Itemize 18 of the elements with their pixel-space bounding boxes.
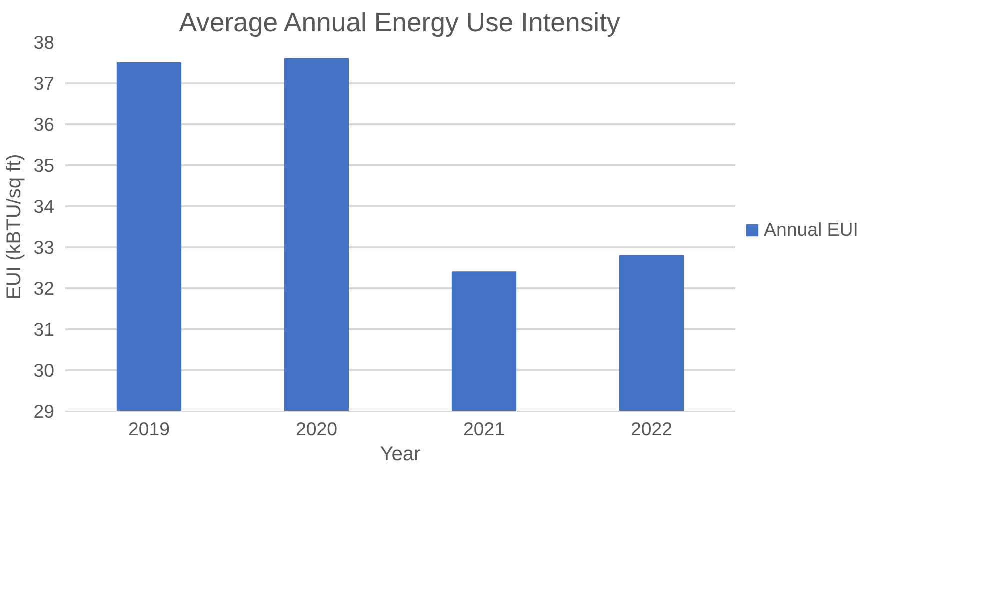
y-tick-label: 33 xyxy=(34,237,55,258)
y-tick-label: 36 xyxy=(34,114,55,135)
legend-label: Annual EUI xyxy=(764,219,858,241)
x-axis-title: Year xyxy=(380,444,422,466)
x-tick-label: 2022 xyxy=(631,418,673,440)
y-tick-label: 31 xyxy=(34,319,55,340)
y-axis-title: EUI (kBTU/sq ft) xyxy=(4,154,26,300)
y-tick-label: 29 xyxy=(34,401,55,422)
y-tick-label: 38 xyxy=(34,32,55,53)
y-tick-label: 34 xyxy=(34,196,55,217)
x-tick-label: 2019 xyxy=(128,418,170,440)
x-tick-label: 2020 xyxy=(296,418,338,440)
chart-title: Average Annual Energy Use Intensity xyxy=(179,8,621,38)
y-tick-label: 35 xyxy=(34,155,55,176)
y-tick-label: 32 xyxy=(34,278,55,299)
y-tick-label: 37 xyxy=(34,73,55,94)
y-tick-label: 30 xyxy=(34,360,55,381)
x-tick-label: 2021 xyxy=(464,418,506,440)
